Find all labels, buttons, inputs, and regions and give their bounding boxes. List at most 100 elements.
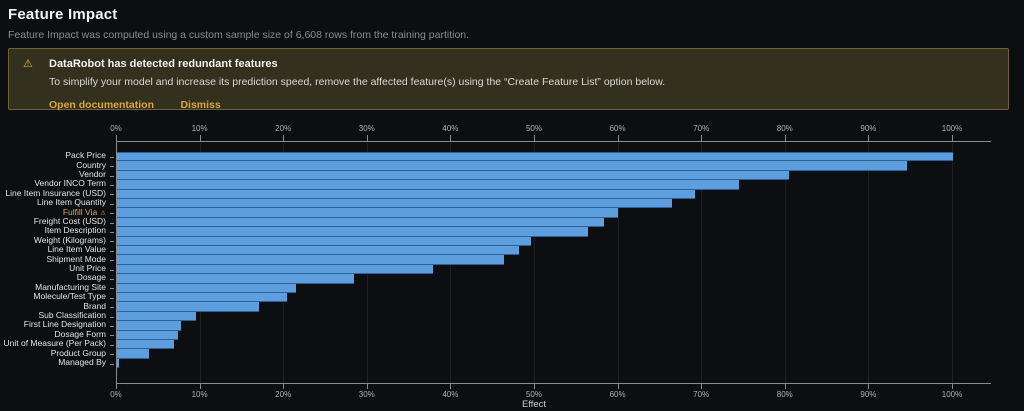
y-tick <box>110 354 114 356</box>
y-tick <box>110 166 114 168</box>
y-tick <box>110 175 114 177</box>
feature-bar[interactable] <box>117 189 695 199</box>
open-documentation-link[interactable]: Open documentation <box>49 99 154 111</box>
x-tick-label-top: 20% <box>275 124 292 133</box>
y-tick <box>110 250 114 252</box>
y-tick <box>110 307 114 309</box>
feature-bar[interactable] <box>117 227 588 237</box>
y-axis-line <box>116 141 117 383</box>
feature-bar[interactable] <box>117 274 354 284</box>
page-header: Feature Impact Feature Impact was comput… <box>8 6 469 41</box>
page-title: Feature Impact <box>8 6 118 23</box>
y-tick <box>110 156 114 158</box>
x-tick-bottom <box>617 383 619 389</box>
banner-title: DataRobot has detected redundant feature… <box>49 58 278 70</box>
banner-body: To simplify your model and increase its … <box>49 76 666 88</box>
x-tick-label-top: 10% <box>191 124 208 133</box>
x-tick-bottom <box>784 383 786 389</box>
x-tick-label-bottom: 70% <box>693 390 710 399</box>
feature-bar[interactable] <box>117 236 531 246</box>
x-tick-label-bottom: 40% <box>442 390 459 399</box>
y-tick <box>110 203 114 205</box>
feature-label: Dosage <box>76 272 106 283</box>
y-tick <box>110 278 114 280</box>
feature-bar[interactable] <box>117 170 790 181</box>
y-tick <box>110 288 114 290</box>
feature-bar[interactable] <box>117 349 149 359</box>
feature-label: Item Description <box>44 225 106 236</box>
x-tick-top <box>868 135 870 141</box>
x-tick-bottom <box>366 383 368 389</box>
feature-bar[interactable] <box>117 283 296 293</box>
y-tick <box>110 260 114 262</box>
gridline <box>868 141 870 383</box>
x-tick-label-top: 50% <box>525 124 542 133</box>
feature-label: Dosage Form <box>54 328 107 339</box>
y-tick <box>110 241 114 243</box>
x-tick-top <box>701 135 703 141</box>
feature-label: Unit of Measure (Per Pack) <box>3 338 106 349</box>
feature-bar[interactable] <box>117 199 673 209</box>
x-tick-top <box>283 135 285 141</box>
feature-bar[interactable] <box>117 180 739 190</box>
x-tick-top <box>534 135 535 141</box>
y-tick <box>110 316 114 318</box>
x-tick-top <box>366 135 368 141</box>
gridline <box>701 141 703 383</box>
x-tick-bottom <box>534 383 535 389</box>
feature-label: Freight Cost (USD) <box>33 216 106 226</box>
feature-bar[interactable] <box>117 255 505 265</box>
x-tick-bottom <box>283 383 285 389</box>
y-tick <box>110 269 114 271</box>
y-tick <box>110 213 114 215</box>
x-tick-label-bottom: 50% <box>525 390 542 399</box>
y-tick <box>110 363 114 365</box>
feature-label: Managed By <box>58 357 106 367</box>
feature-label: Manufacturing Site <box>35 281 106 292</box>
x-tick-label-bottom: 30% <box>358 390 375 399</box>
x-tick-label-bottom: 0% <box>110 390 122 399</box>
y-tick <box>110 222 114 224</box>
x-tick-bottom <box>450 383 452 389</box>
feature-label: Brand <box>83 300 106 311</box>
feature-bar[interactable] <box>117 293 287 303</box>
x-tick-top <box>450 135 452 141</box>
x-tick-label-bottom: 100% <box>941 390 963 399</box>
feature-bar[interactable] <box>117 340 174 350</box>
feature-bar[interactable] <box>117 161 908 171</box>
feature-bar[interactable] <box>117 302 260 312</box>
feature-bar[interactable] <box>117 321 182 331</box>
feature-bar[interactable] <box>117 246 520 256</box>
dismiss-link[interactable]: Dismiss <box>180 99 221 111</box>
x-tick-bottom <box>199 383 201 389</box>
x-tick-label-top: 0% <box>110 124 122 133</box>
feature-bar[interactable] <box>117 152 953 162</box>
x-tick-label-bottom: 90% <box>860 390 877 399</box>
feature-bar[interactable] <box>117 264 433 275</box>
x-tick-label-top: 100% <box>941 124 963 133</box>
x-tick-bottom <box>952 383 953 389</box>
feature-bar[interactable] <box>117 208 618 218</box>
y-tick <box>110 297 114 299</box>
x-tick-label-bottom: 60% <box>609 390 626 399</box>
feature-label: Vendor <box>79 169 106 179</box>
x-tick-top <box>617 135 619 141</box>
feature-bar[interactable] <box>117 311 196 322</box>
x-tick-top <box>952 135 953 141</box>
feature-bar[interactable] <box>117 358 119 369</box>
warning-triangle-icon: ⚠ <box>23 58 33 70</box>
x-tick-label-bottom: 80% <box>776 390 793 399</box>
x-tick-label-top: 30% <box>358 124 375 133</box>
feature-bar[interactable] <box>117 217 604 228</box>
feature-label: Shipment Mode <box>46 253 106 264</box>
y-tick <box>110 231 114 233</box>
x-tick-label-bottom: 10% <box>191 390 208 399</box>
x-tick-bottom <box>116 383 117 389</box>
feature-bar[interactable] <box>117 330 179 340</box>
x-tick-label-top: 80% <box>776 124 793 133</box>
x-axis-label: Effect <box>521 399 547 410</box>
x-tick-top <box>116 135 117 141</box>
x-tick-label-top: 70% <box>693 124 710 133</box>
banner-actions: Open documentation Dismiss <box>49 95 994 113</box>
y-tick <box>110 325 114 327</box>
